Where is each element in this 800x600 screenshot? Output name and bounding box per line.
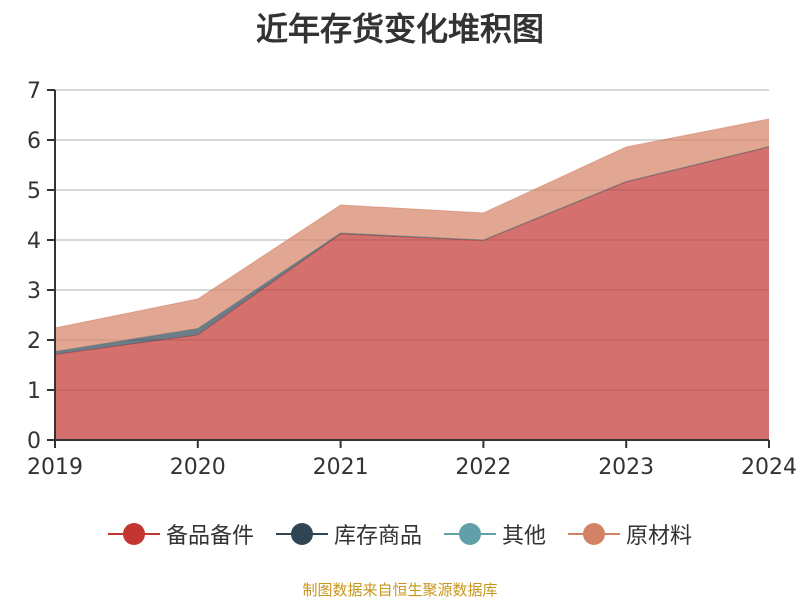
x-tick-label: 2019	[27, 455, 83, 480]
legend-label: 其他	[502, 524, 547, 549]
legend-label: 备品备件	[165, 524, 254, 549]
legend-marker-icon	[444, 523, 496, 545]
legend-item[interactable]: 其他	[444, 518, 546, 550]
x-tick-label: 2024	[741, 455, 797, 480]
y-tick-label: 0	[27, 429, 41, 454]
legend-item[interactable]: 库存商品	[275, 518, 422, 550]
legend-label: 原材料	[626, 524, 693, 549]
y-tick-label: 6	[27, 129, 41, 154]
legend-item[interactable]: 备品备件	[107, 518, 254, 550]
legend-item[interactable]: 原材料	[568, 518, 692, 550]
line-原材料	[54, 118, 770, 329]
y-tick-label: 5	[27, 179, 41, 204]
y-tick-label: 2	[27, 329, 41, 354]
legend-label: 库存商品	[333, 524, 422, 549]
legend-marker-icon	[275, 523, 328, 545]
area-备品备件	[55, 147, 769, 440]
area-chart: 0 1 2 3 4 5 6 7 2019 2020 2021 2022 2023 2024	[27, 79, 797, 480]
x-tick-label: 2020	[170, 455, 226, 480]
y-tick-label: 1	[27, 379, 41, 404]
y-tick-label: 4	[27, 229, 41, 254]
legend-marker-icon	[568, 523, 621, 545]
area-原材料	[55, 119, 769, 352]
y-tick-label: 7	[27, 79, 41, 104]
x-tick-label: 2023	[598, 455, 654, 480]
y-tick-label: 3	[27, 279, 41, 304]
legend-marker-icon	[107, 523, 160, 545]
x-tick-label: 2021	[313, 455, 369, 480]
x-tick-label: 2022	[455, 455, 511, 480]
chart-title: 近年存货变化堆积图	[255, 10, 544, 48]
legend: 备品备件 库存商品 其他 原材料	[0, 518, 800, 550]
source-note: 制图数据来自恒生聚源数据库	[302, 581, 498, 599]
